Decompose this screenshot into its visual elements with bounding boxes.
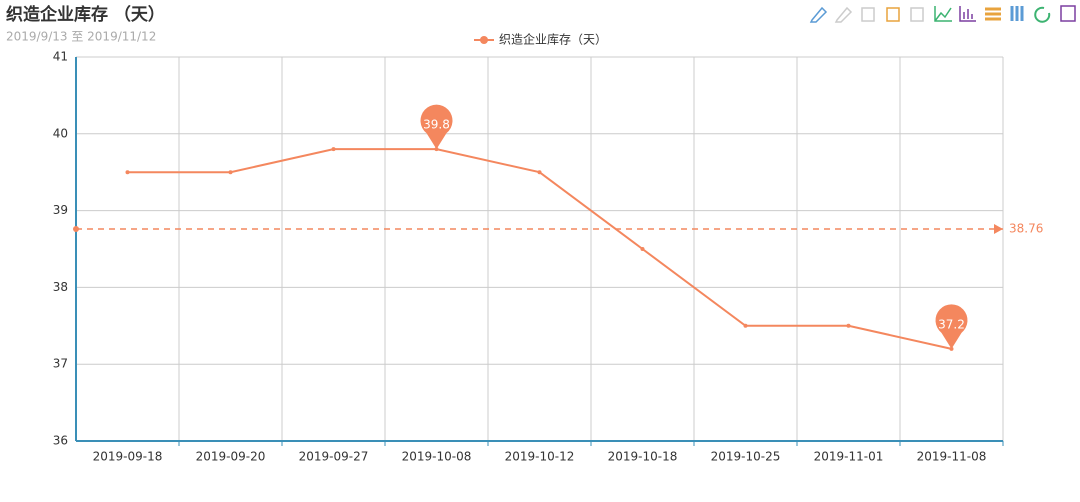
legend-marker — [480, 36, 488, 44]
y-tick-label: 40 — [53, 126, 68, 140]
x-tick-label: 2019-10-08 — [402, 450, 472, 464]
chart-title: 织造企业库存 （天） — [6, 4, 165, 25]
x-tick-label: 2019-10-25 — [711, 450, 781, 464]
x-tick-label: 2019-10-12 — [505, 450, 575, 464]
toolbox[interactable] — [809, 5, 1076, 23]
legend-label: 织造企业库存（天） — [499, 32, 607, 47]
tool-mark[interactable] — [886, 7, 900, 22]
x-tick-label: 2019-09-27 — [299, 450, 369, 464]
data-point — [640, 247, 645, 251]
tool-stack[interactable] — [985, 7, 1001, 21]
data-point — [331, 147, 336, 152]
average-line-start — [73, 226, 79, 233]
series-line — [127, 148, 952, 350]
y-tick-label: 41 — [53, 50, 68, 64]
tool-bar[interactable] — [959, 6, 976, 22]
x-tick-label: 2019-09-20 — [196, 450, 266, 464]
mark-label: 39.8 — [423, 118, 450, 132]
x-tick-label: 2019-11-08 — [917, 450, 987, 464]
tool-restore[interactable] — [1034, 6, 1051, 23]
mark-pin — [420, 104, 453, 150]
data-point — [537, 170, 542, 175]
y-tick-label: 37 — [53, 357, 68, 371]
legend: 织造企业库存（天） — [474, 32, 607, 47]
x-tick-label: 2019-09-18 — [93, 450, 163, 464]
tool-zoom[interactable] — [809, 6, 828, 23]
tool-tiled[interactable] — [1010, 6, 1024, 21]
tool-line[interactable] — [934, 6, 952, 22]
average-label: 38.76 — [1009, 222, 1043, 236]
y-tick-label: 39 — [53, 203, 68, 217]
data-point — [743, 323, 748, 328]
data-point — [228, 170, 233, 175]
data-point — [846, 323, 851, 328]
chart-subtitle: 2019/9/13 至 2019/11/12 — [6, 30, 156, 44]
tool-zoom-reset[interactable] — [834, 6, 853, 23]
data-point — [125, 170, 130, 175]
y-tick-label: 36 — [53, 434, 68, 448]
mark-pin — [935, 304, 968, 349]
tool-data-view[interactable] — [861, 7, 875, 22]
tool-save[interactable] — [1060, 5, 1076, 22]
tool-mark-undo[interactable] — [910, 7, 924, 22]
x-tick-label: 2019-10-18 — [608, 450, 678, 464]
mark-label: 37.2 — [938, 317, 965, 331]
average-line-arrow — [994, 224, 1003, 235]
y-tick-label: 38 — [53, 280, 68, 294]
x-tick-label: 2019-11-01 — [814, 450, 884, 464]
